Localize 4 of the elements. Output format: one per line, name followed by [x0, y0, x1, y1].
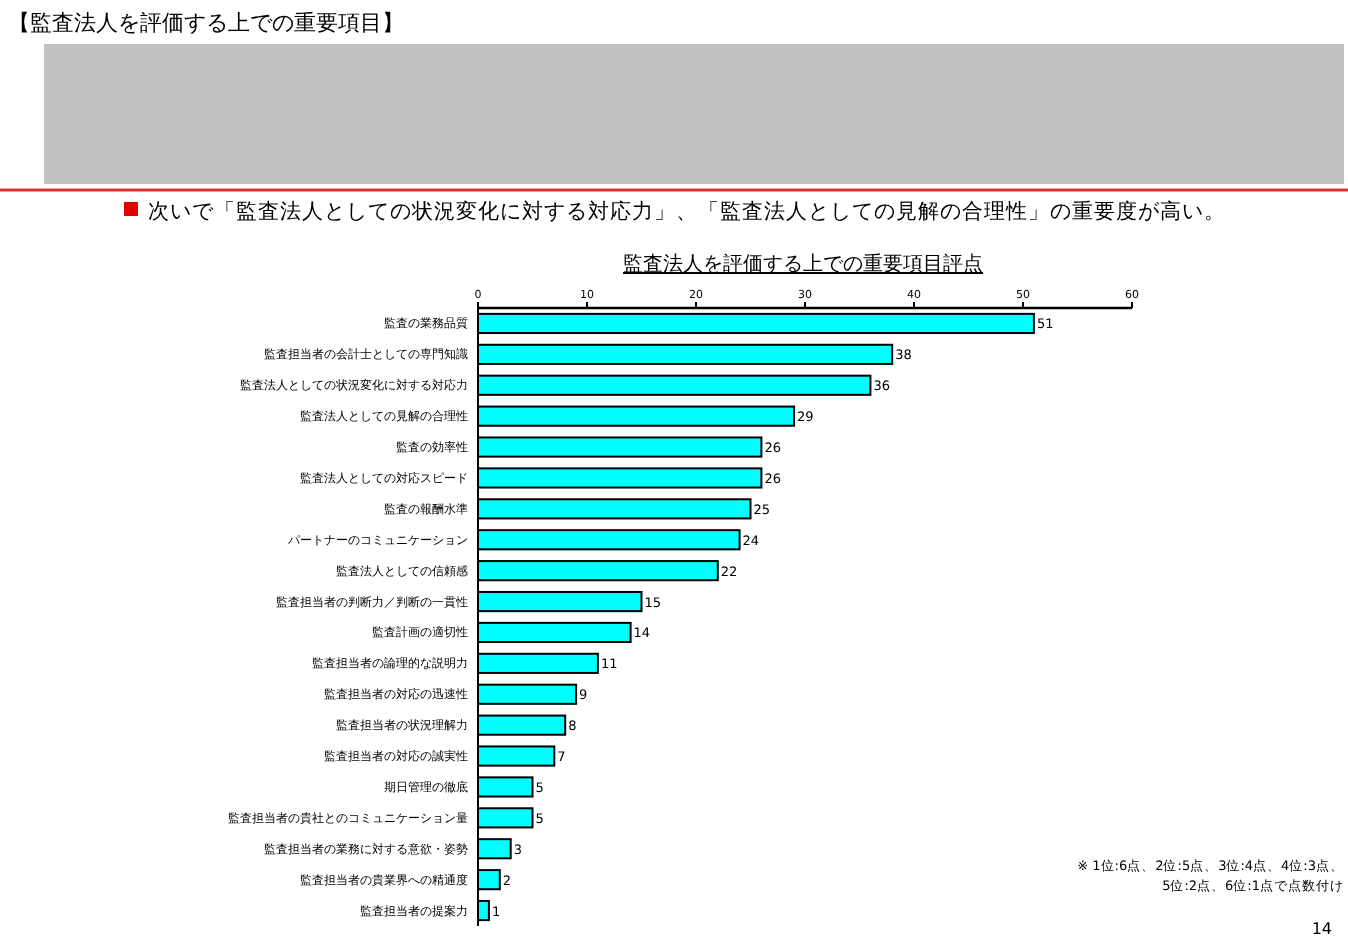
text: 14	[1311, 920, 1332, 938]
text: 次いで「監査法人としての状況変化に対する対応力」、「監査法人としての見解の合理性」の重要度が高い。	[148, 198, 1226, 224]
text: 【監査法人を評価する上での重要項目】	[8, 10, 404, 36]
chart-title: 監査法人を評価する上での重要項目評点	[623, 252, 983, 276]
